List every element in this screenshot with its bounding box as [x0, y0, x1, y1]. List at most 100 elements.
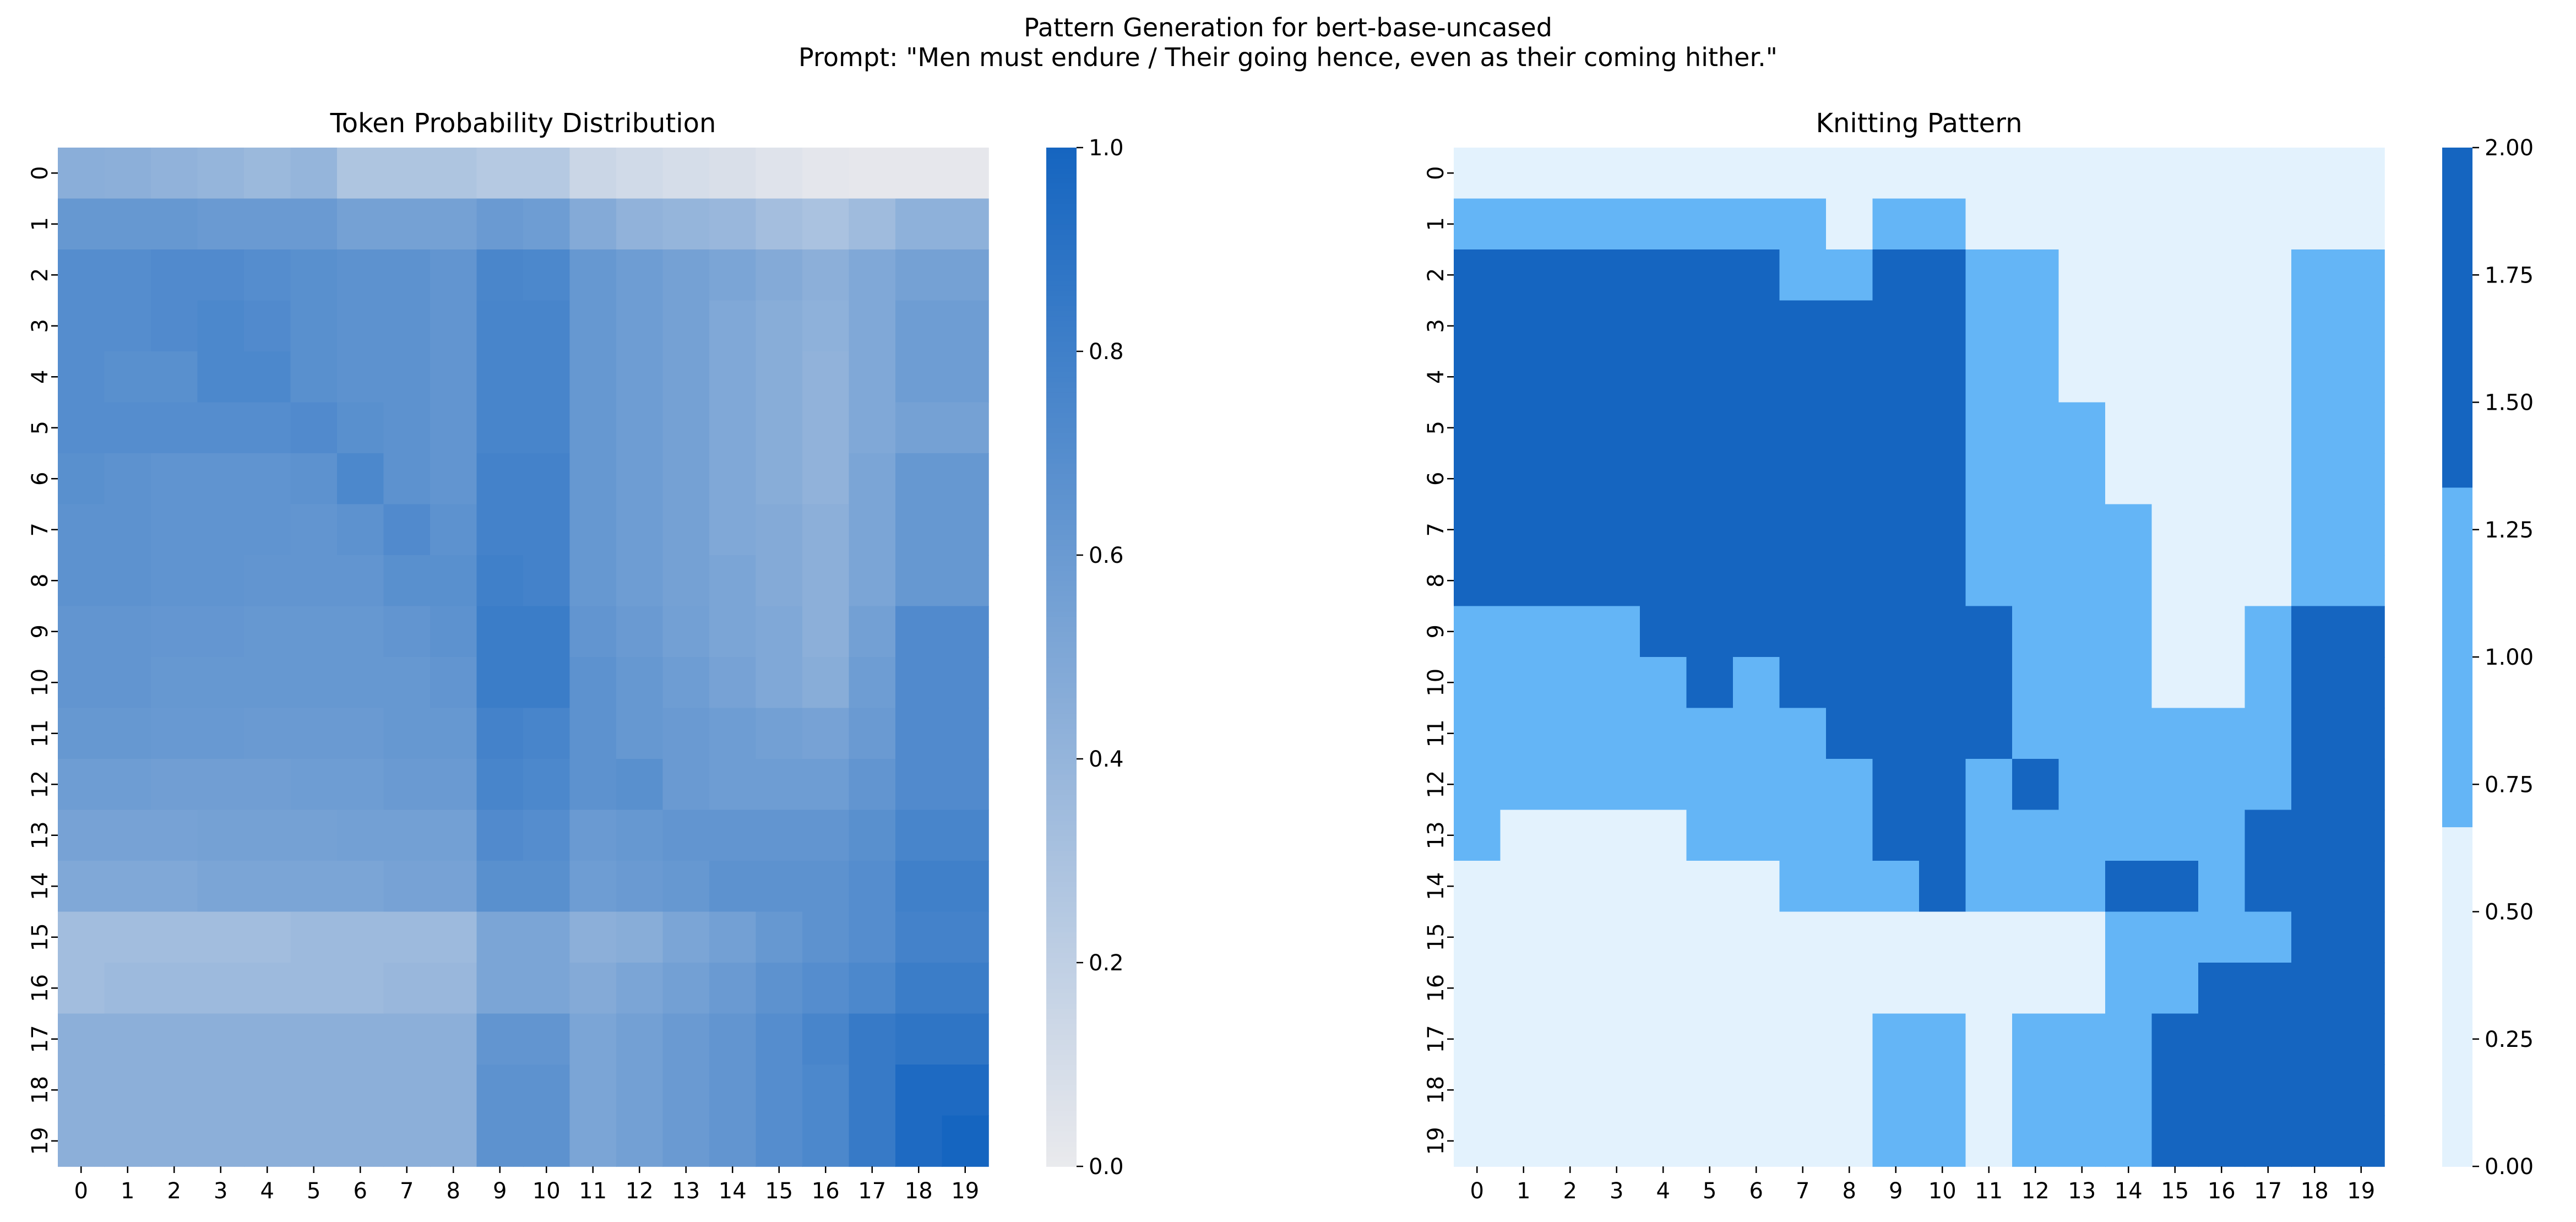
y-tick-label: 14	[1423, 872, 1449, 900]
heatmap-cell	[2198, 759, 2246, 811]
heatmap-cell	[895, 249, 943, 301]
heatmap-cell	[1500, 810, 1547, 861]
heatmap-cell	[1872, 1065, 1920, 1116]
heatmap-cell	[1500, 963, 1547, 1014]
colorbar-segment	[1046, 861, 1077, 867]
heatmap-cell	[104, 249, 151, 301]
colorbar-segment	[1046, 932, 1077, 938]
heatmap-cell	[430, 402, 477, 454]
heatmap-cell	[1733, 1013, 1780, 1065]
heatmap-cell	[476, 657, 524, 709]
heatmap-cell	[476, 402, 524, 454]
heatmap-cell	[1826, 759, 1873, 811]
heatmap-cell	[151, 148, 198, 199]
colorbar-segment	[1046, 341, 1077, 347]
heatmap-cell	[1454, 249, 1501, 301]
colorbar-segment	[1046, 1008, 1077, 1014]
heatmap-cell	[1872, 708, 1920, 759]
heatmap-cell	[942, 555, 989, 607]
heatmap-cell	[244, 198, 291, 250]
heatmap-cell	[1733, 759, 1780, 811]
heatmap-cell	[1919, 606, 1966, 658]
heatmap-cell	[430, 1013, 477, 1065]
heatmap-cell	[1733, 861, 1780, 913]
heatmap-cell	[2291, 657, 2339, 709]
y-tick-label: 5	[1423, 421, 1449, 435]
heatmap-cell	[942, 1013, 989, 1065]
heatmap-cell	[1640, 657, 1687, 709]
heatmap-cell	[1454, 351, 1501, 403]
heatmap-cell	[1779, 606, 1827, 658]
heatmap-cell	[1640, 555, 1687, 607]
heatmap-cell	[2338, 300, 2385, 352]
heatmap-cell	[1779, 453, 1827, 505]
heatmap-cell	[616, 453, 664, 505]
heatmap-cell	[2058, 911, 2106, 963]
heatmap-cell	[1454, 300, 1501, 352]
x-tick-label: 11	[1975, 1178, 2003, 1204]
heatmap-cell	[1640, 861, 1687, 913]
heatmap-cell	[2198, 351, 2246, 403]
y-tick-label: 19	[28, 1127, 53, 1155]
heatmap-cell	[1965, 453, 2013, 505]
colorbar-segment	[1046, 427, 1077, 433]
colorbar-segment	[1046, 820, 1077, 826]
heatmap-cell	[849, 1115, 896, 1167]
y-tick-label: 1	[1423, 217, 1449, 231]
heatmap-cell	[709, 351, 757, 403]
heatmap-cell	[2058, 810, 2106, 861]
heatmap-cell	[1779, 300, 1827, 352]
heatmap-cell	[569, 810, 617, 861]
colorbar-segment	[1046, 952, 1077, 958]
colorbar-segment	[1046, 1034, 1077, 1040]
heatmap-cell	[1779, 504, 1827, 556]
heatmap-cell	[569, 606, 617, 658]
colorbar-segment	[1046, 244, 1077, 250]
heatmap-cell	[1826, 1013, 1873, 1065]
heatmap-cell	[662, 911, 710, 963]
colorbar-segment	[1046, 1140, 1077, 1147]
heatmap-cell	[151, 606, 198, 658]
heatmap-cell	[802, 963, 850, 1014]
x-tick-label: 9	[1889, 1178, 1903, 1204]
heatmap-cell	[430, 351, 477, 403]
colorbar-segment	[1046, 968, 1077, 974]
heatmap-cell	[2151, 963, 2199, 1014]
colorbar-segment	[1046, 372, 1077, 378]
colorbar-segment	[1046, 596, 1077, 602]
colorbar-segment	[1046, 325, 1077, 332]
colorbar-segment	[1046, 642, 1077, 648]
heatmap-cell	[1919, 1115, 1966, 1167]
heatmap-cell	[2012, 351, 2059, 403]
colorbar-segment	[1046, 448, 1077, 454]
colorbar-segment	[1046, 560, 1077, 566]
heatmap-cell	[709, 657, 757, 709]
heatmap-cell	[476, 198, 524, 250]
heatmap-cell	[1965, 504, 2013, 556]
heatmap-cell	[2338, 963, 2385, 1014]
heatmap-cell	[569, 300, 617, 352]
colorbar-segment	[1046, 743, 1077, 750]
figure-title-line1: Pattern Generation for bert-base-uncased	[1024, 13, 1552, 42]
colorbar-segment	[1046, 738, 1077, 745]
heatmap-cell	[709, 453, 757, 505]
heatmap-cell	[1686, 351, 1733, 403]
heatmap-cell	[2198, 555, 2246, 607]
heatmap-cell	[2151, 351, 2199, 403]
heatmap-cell	[662, 606, 710, 658]
colorbar-segment	[1046, 825, 1077, 831]
y-tick-label: 13	[28, 821, 53, 849]
colorbar-segment	[1046, 733, 1077, 739]
colorbar-segment	[1046, 677, 1077, 683]
heatmap-cell	[616, 402, 664, 454]
heatmap-cell	[1500, 504, 1547, 556]
heatmap-cell	[756, 606, 803, 658]
heatmap-cell	[802, 402, 850, 454]
colorbar-segment	[1046, 708, 1077, 714]
heatmap-cell	[1965, 708, 2013, 759]
colorbar-segment	[1046, 1085, 1077, 1091]
heatmap-cell	[616, 1115, 664, 1167]
heatmap-cell	[1500, 555, 1547, 607]
heatmap-cell	[616, 1013, 664, 1065]
